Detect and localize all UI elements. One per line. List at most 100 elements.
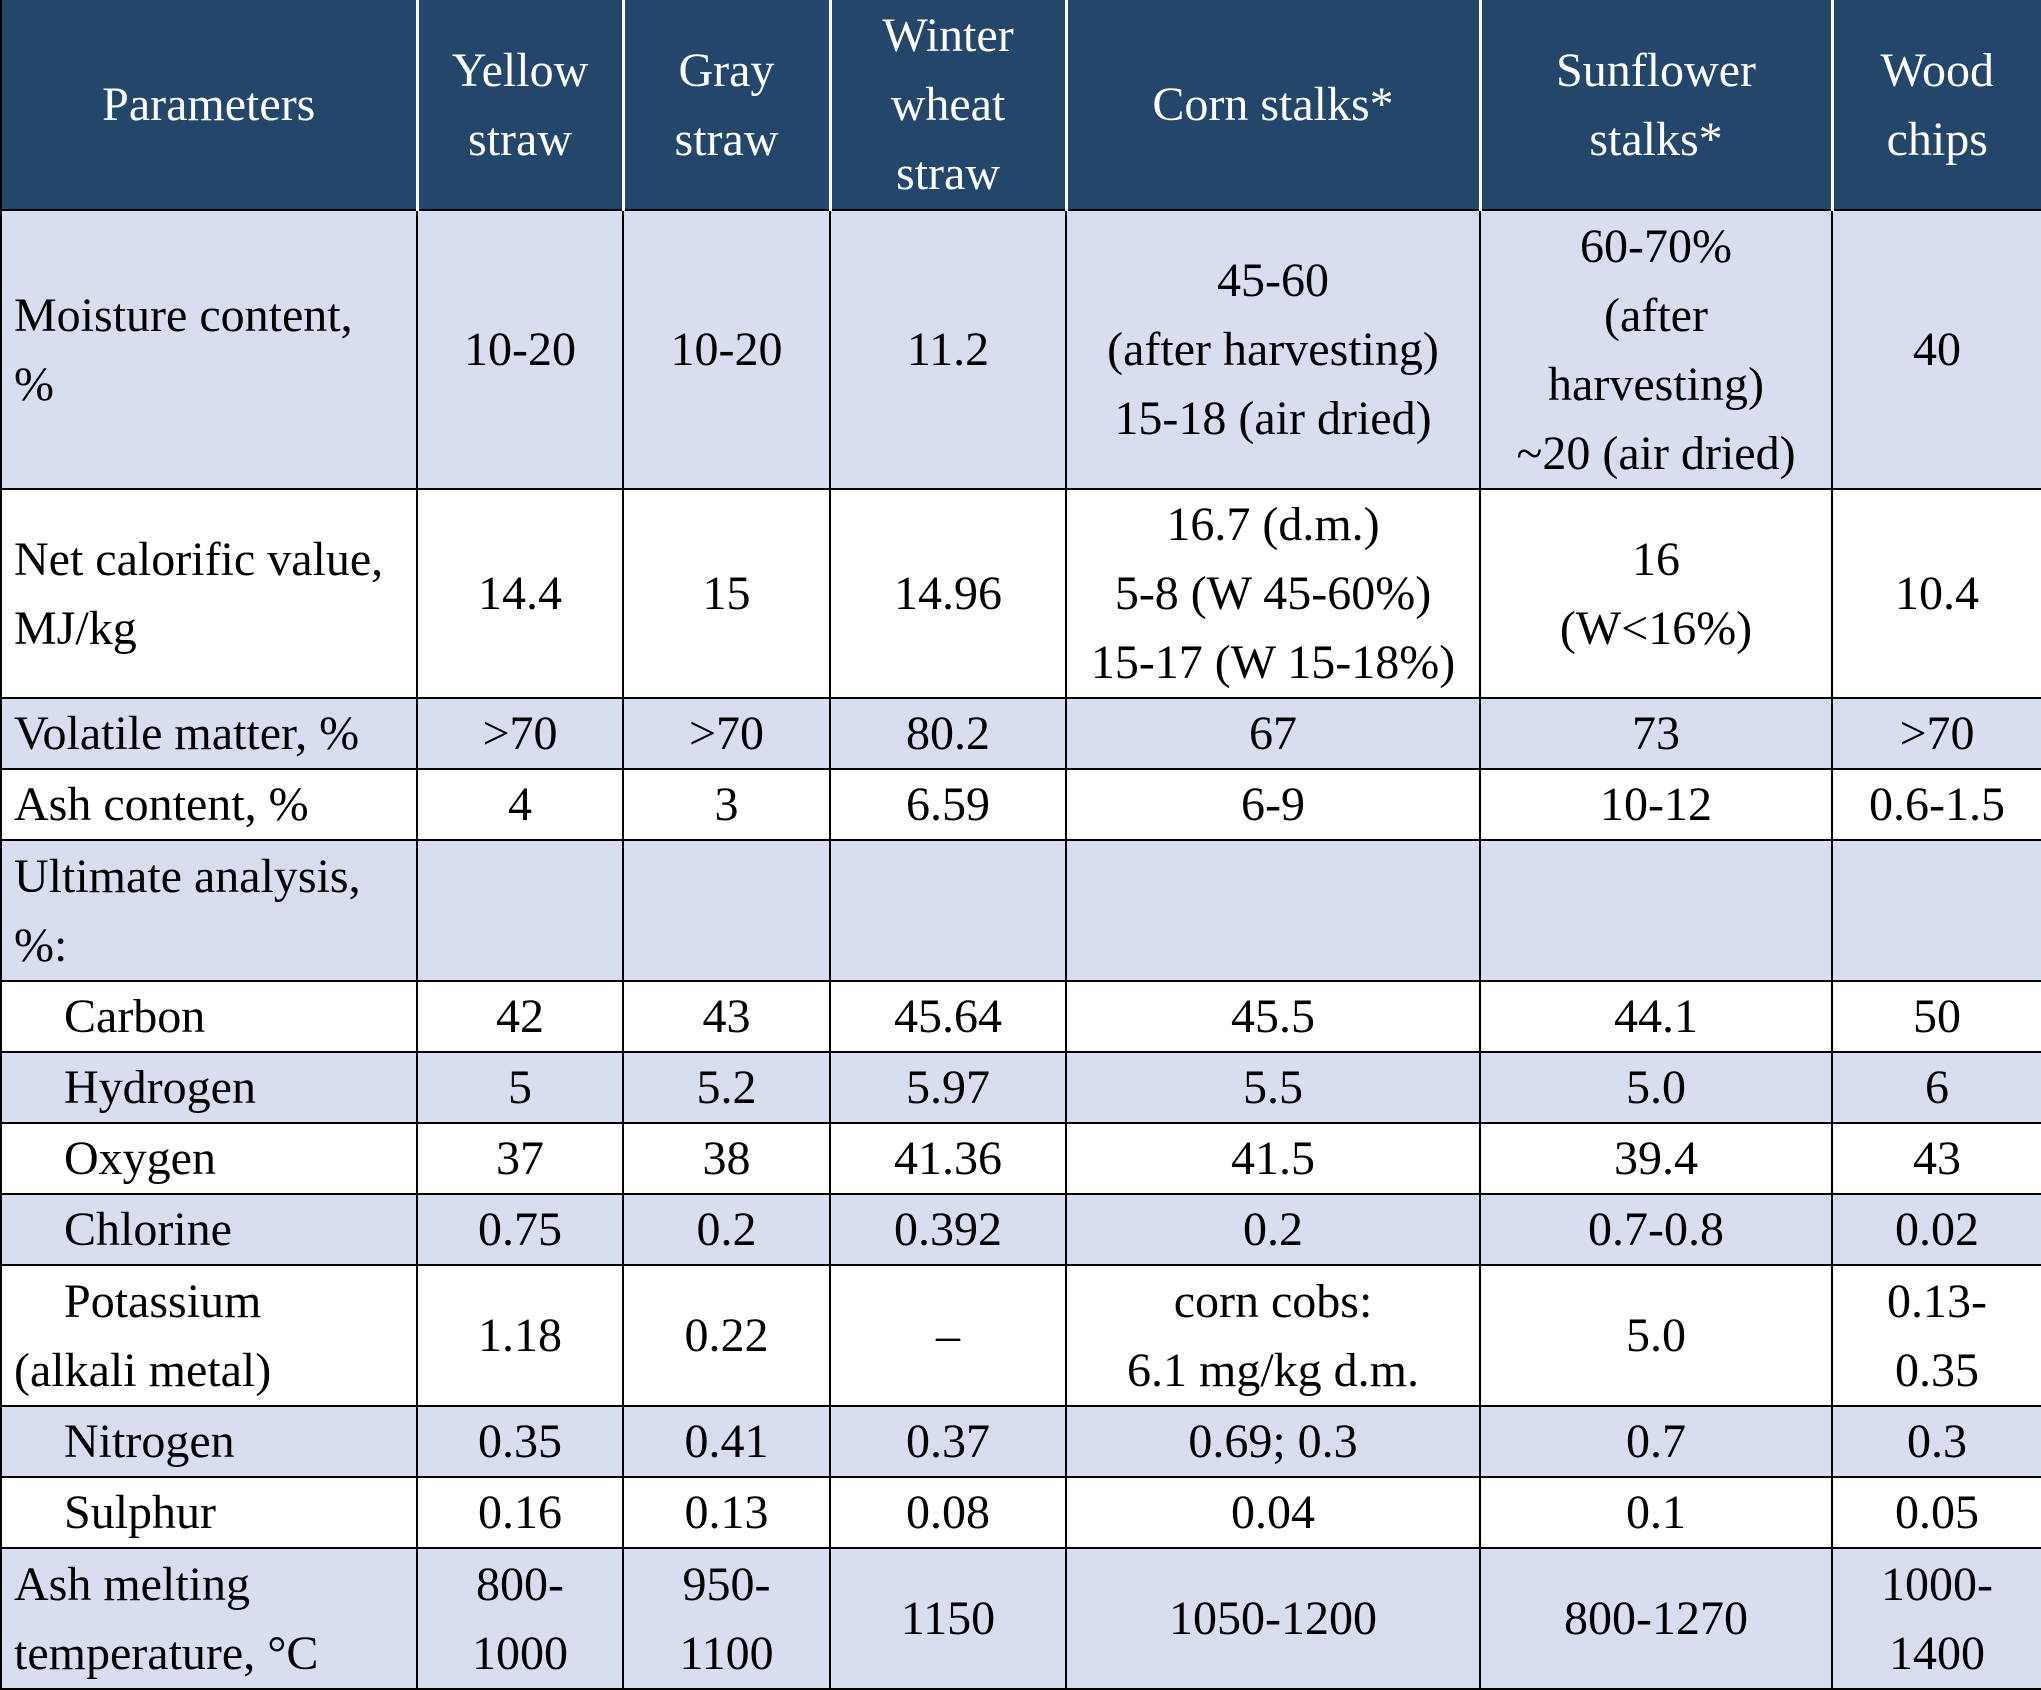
table-cell: 0.16 <box>416 1476 624 1549</box>
table-cell: 11.2 <box>829 209 1067 490</box>
table-cell: 0.04 <box>1065 1476 1481 1549</box>
table-cell: 0.3 <box>1831 1405 2041 1478</box>
table-row: Sulphur 0.16 0.13 0.08 0.04 0.1 0.05 <box>0 1476 2041 1549</box>
table-cell: 6 <box>1831 1051 2041 1124</box>
table-cell: 10-20 <box>622 209 831 490</box>
table-cell: corn cobs: 6.1 mg/kg d.m. <box>1065 1264 1481 1407</box>
table-row: Carbon 42 43 45.64 45.5 44.1 50 <box>0 980 2041 1053</box>
table-cell: 3 <box>622 768 831 841</box>
table-cell: 73 <box>1479 697 1833 770</box>
table-cell: 800-1270 <box>1479 1547 1833 1690</box>
table-row: Volatile matter, % >70 >70 80.2 67 73 >7… <box>0 697 2041 770</box>
table-row: Net calorific value, MJ/kg 14.4 15 14.96… <box>0 488 2041 699</box>
table-cell: 10.4 <box>1831 488 2041 699</box>
table-row: Oxygen 37 38 41.36 41.5 39.4 43 <box>0 1122 2041 1195</box>
row-label: Nitrogen <box>0 1405 418 1478</box>
table-cell: 0.2 <box>1065 1193 1481 1266</box>
table-cell: 10-20 <box>416 209 624 490</box>
table-cell: 0.22 <box>622 1264 831 1407</box>
table-cell <box>1831 839 2041 982</box>
table-cell: 0.75 <box>416 1193 624 1266</box>
table-cell: 0.6-1.5 <box>1831 768 2041 841</box>
table-cell: 0.1 <box>1479 1476 1833 1549</box>
table-cell: 16.7 (d.m.) 5-8 (W 45-60%) 15-17 (W 15-1… <box>1065 488 1481 699</box>
table-cell: 800- 1000 <box>416 1547 624 1690</box>
header-row: Parameters Yellow straw Gray straw Winte… <box>0 0 2041 211</box>
row-label: Ultimate analysis, %: <box>0 839 418 982</box>
table-cell: 5.2 <box>622 1051 831 1124</box>
table-cell: 0.08 <box>829 1476 1067 1549</box>
table-cell: 15 <box>622 488 831 699</box>
table-cell: 80.2 <box>829 697 1067 770</box>
table-cell: – <box>829 1264 1067 1407</box>
table-cell: 43 <box>1831 1122 2041 1195</box>
table-cell <box>1065 839 1481 982</box>
table-cell: 41.36 <box>829 1122 1067 1195</box>
table-cell <box>622 839 831 982</box>
table-row: Ash melting temperature, °C 800- 1000 95… <box>0 1547 2041 1690</box>
table-cell: >70 <box>1831 697 2041 770</box>
table-cell: 16 (W<16%) <box>1479 488 1833 699</box>
table-cell: 41.5 <box>1065 1122 1481 1195</box>
table-cell: 43 <box>622 980 831 1053</box>
header-wood-chips: Wood chips <box>1830 0 2041 211</box>
table-cell: 0.35 <box>416 1405 624 1478</box>
table-cell: 0.41 <box>622 1405 831 1478</box>
table-cell: >70 <box>622 697 831 770</box>
table-cell: 1000- 1400 <box>1831 1547 2041 1690</box>
row-label: Chlorine <box>0 1193 418 1266</box>
table-cell: 42 <box>416 980 624 1053</box>
header-parameters: Parameters <box>0 0 419 211</box>
table-cell: 0.02 <box>1831 1193 2041 1266</box>
table-cell: 0.392 <box>829 1193 1067 1266</box>
table-row: Nitrogen 0.35 0.41 0.37 0.69; 0.3 0.7 0.… <box>0 1405 2041 1478</box>
row-label: Net calorific value, MJ/kg <box>0 488 418 699</box>
table-cell: 5.97 <box>829 1051 1067 1124</box>
table-cell: 1.18 <box>416 1264 624 1407</box>
table-cell: 5.5 <box>1065 1051 1481 1124</box>
row-label: Ash content, % <box>0 768 418 841</box>
table-body: Moisture content, % 10-20 10-20 11.2 45-… <box>0 209 2041 1690</box>
table-cell: 10-12 <box>1479 768 1833 841</box>
table-cell: 60-70% (after harvesting) ~20 (air dried… <box>1479 209 1833 490</box>
table-cell: 37 <box>416 1122 624 1195</box>
header-winter-wheat-straw: Winter wheat straw <box>828 0 1068 211</box>
table-cell: 0.13- 0.35 <box>1831 1264 2041 1407</box>
row-label: Carbon <box>0 980 418 1053</box>
table-cell: 950- 1100 <box>622 1547 831 1690</box>
table-row: Moisture content, % 10-20 10-20 11.2 45-… <box>0 209 2041 490</box>
table-cell: 6-9 <box>1065 768 1481 841</box>
row-label: Sulphur <box>0 1476 418 1549</box>
table-cell <box>416 839 624 982</box>
header-gray-straw: Gray straw <box>621 0 832 211</box>
table-cell: 39.4 <box>1479 1122 1833 1195</box>
table-row: Ultimate analysis, %: <box>0 839 2041 982</box>
header-sunflower-stalks: Sunflower stalks* <box>1478 0 1834 211</box>
table-cell: 5.0 <box>1479 1264 1833 1407</box>
table-cell: 4 <box>416 768 624 841</box>
table-cell: 44.1 <box>1479 980 1833 1053</box>
table-cell: 67 <box>1065 697 1481 770</box>
row-label: Moisture content, % <box>0 209 418 490</box>
table-cell: 0.7-0.8 <box>1479 1193 1833 1266</box>
table-cell: 0.37 <box>829 1405 1067 1478</box>
row-label: Volatile matter, % <box>0 697 418 770</box>
table-cell: 50 <box>1831 980 2041 1053</box>
row-label: Oxygen <box>0 1122 418 1195</box>
table-cell: 45.5 <box>1065 980 1481 1053</box>
table-row: Potassium (alkali metal) 1.18 0.22 – cor… <box>0 1264 2041 1407</box>
table-row: Hydrogen 5 5.2 5.97 5.5 5.0 6 <box>0 1051 2041 1124</box>
row-label: Ash melting temperature, °C <box>0 1547 418 1690</box>
row-label: Potassium (alkali metal) <box>0 1264 418 1407</box>
table-cell: 38 <box>622 1122 831 1195</box>
table-row: Ash content, % 4 3 6.59 6-9 10-12 0.6-1.… <box>0 768 2041 841</box>
table-cell: 0.69; 0.3 <box>1065 1405 1481 1478</box>
table-cell: 5 <box>416 1051 624 1124</box>
table-cell: 5.0 <box>1479 1051 1833 1124</box>
table-cell <box>1479 839 1833 982</box>
row-label: Hydrogen <box>0 1051 418 1124</box>
table-row: Chlorine 0.75 0.2 0.392 0.2 0.7-0.8 0.02 <box>0 1193 2041 1266</box>
header-corn-stalks: Corn stalks* <box>1064 0 1482 211</box>
header-yellow-straw: Yellow straw <box>415 0 625 211</box>
table-cell: 0.05 <box>1831 1476 2041 1549</box>
